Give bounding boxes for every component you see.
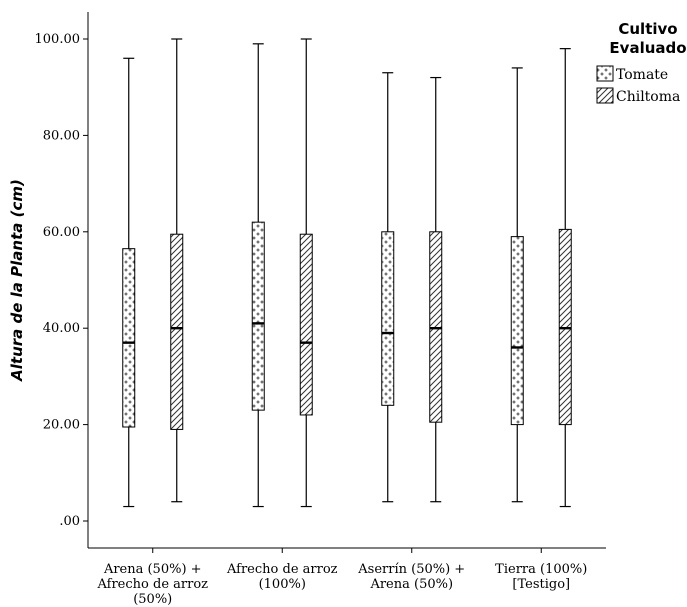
box-body <box>251 221 265 411</box>
y-tick-label: .00 <box>59 514 80 529</box>
boxes <box>122 38 572 508</box>
y-tick-label: 20.00 <box>43 418 80 433</box>
box-tomate-3 <box>381 72 395 503</box>
box-tomate-1 <box>122 57 136 508</box>
y-ticks: .00 20.00 40.00 60.00 80.00 100.00 <box>35 32 88 529</box>
y-tick-label: 40.00 <box>43 321 80 336</box>
box-chiltoma-3 <box>429 76 443 503</box>
x-tick-label: [Testigo] <box>512 577 570 592</box>
legend-swatch-tomate <box>596 65 614 82</box>
box-body <box>558 228 572 426</box>
box-body <box>170 233 184 430</box>
y-tick-label: 60.00 <box>43 225 80 240</box>
box-body <box>510 236 524 426</box>
legend-label-chiltoma: Chiltoma <box>616 89 680 105</box>
y-tick-label: 100.00 <box>35 32 81 47</box>
x-tick-label: Tierra (100%) <box>495 562 587 577</box>
axes <box>87 12 606 549</box>
x-tick-label: Arena (50%) + <box>103 562 202 577</box>
box-tomate-4 <box>510 67 524 503</box>
legend-items: Tomate Chiltoma <box>596 65 680 105</box>
legend-swatch-chiltoma <box>596 87 614 104</box>
x-tick-label: Arena (50%) <box>369 577 453 592</box>
y-tick-label: 80.00 <box>43 128 80 143</box>
x-ticks: Arena (50%) +Afrecho de arroz(50%)Afrech… <box>97 548 587 607</box>
legend-title-line-2: Evaluado <box>609 39 686 57</box>
legend-title-line-1: Cultivo <box>618 20 677 38</box>
box-tomate-2 <box>251 43 265 508</box>
box-body <box>381 231 395 406</box>
box-chiltoma-1 <box>170 38 184 503</box>
x-tick-label: (100%) <box>259 577 306 592</box>
legend-label-tomate: Tomate <box>616 67 668 83</box>
box-chiltoma-4 <box>558 48 572 508</box>
x-tick-label: Aserrín (50%) + <box>357 562 465 577</box>
x-tick-label: Afrecho de arroz <box>226 562 338 577</box>
x-tick-label: (50%) <box>133 592 172 607</box>
box-body <box>299 233 313 416</box>
x-tick-label: Afrecho de arroz <box>97 577 209 592</box>
box-chiltoma-2 <box>299 38 313 508</box>
y-axis-label: Altura de la Planta (cm) <box>8 179 26 382</box>
legend: Cultivo Evaluado Tomate Chiltoma <box>596 20 687 105</box>
box-body <box>429 231 443 423</box>
box-body <box>122 248 136 428</box>
